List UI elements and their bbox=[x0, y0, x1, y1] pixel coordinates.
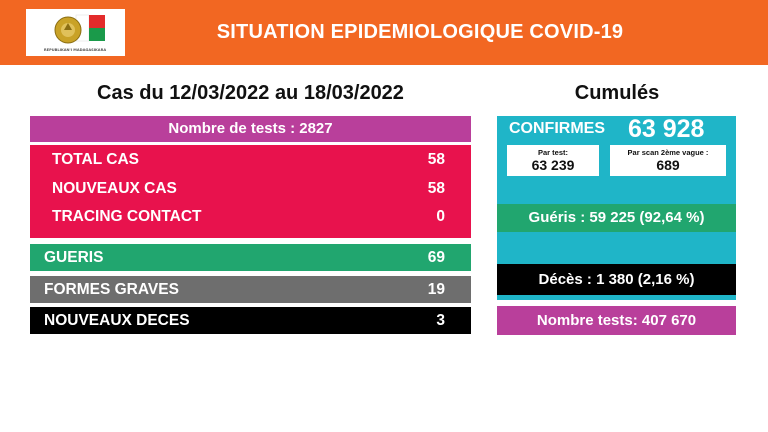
confirmes-label: CONFIRMES bbox=[509, 120, 605, 137]
cumul-gueris-bar: Guéris : 59 225 (92,64 %) bbox=[497, 204, 736, 232]
formes-graves-bar: FORMES GRAVES 19 bbox=[30, 276, 471, 303]
nouveaux-cas-value: 58 bbox=[427, 180, 445, 197]
row-total-cas: TOTAL CAS 58 bbox=[30, 147, 471, 173]
par-scan-box: Par scan 2ème vague : 689 bbox=[610, 145, 726, 176]
par-test-box: Par test: 63 239 bbox=[507, 145, 599, 176]
total-cas-label: TOTAL CAS bbox=[52, 151, 139, 168]
period-title: Cas du 12/03/2022 au 18/03/2022 bbox=[97, 82, 404, 104]
par-test-label: Par test: bbox=[537, 148, 568, 157]
madagascar-emblem-logo-icon: REPUBLIKAN'I MADAGASIKARA bbox=[44, 14, 107, 52]
gueris-value: 69 bbox=[427, 249, 445, 266]
gueris-bar: GUERIS 69 bbox=[30, 244, 471, 271]
nouveaux-cas-label: NOUVEAUX CAS bbox=[52, 180, 177, 197]
par-scan-value: 689 bbox=[656, 157, 680, 173]
par-scan-label: Par scan 2ème vague : bbox=[627, 148, 709, 157]
page-title: SITUATION EPIDEMIOLOGIQUE COVID-19 bbox=[216, 21, 624, 43]
nouveaux-deces-value: 3 bbox=[436, 312, 445, 329]
tracing-contact-label: TRACING CONTACT bbox=[52, 208, 202, 225]
weekly-tests-bar: Nombre de tests : 2827 bbox=[30, 116, 471, 142]
logo: REPUBLIKAN'I MADAGASIKARA bbox=[26, 9, 125, 56]
total-cas-value: 58 bbox=[427, 151, 445, 168]
header-banner: REPUBLIKAN'I MADAGASIKARA SITUATION EPID… bbox=[0, 0, 768, 65]
nouveaux-deces-label: NOUVEAUX DECES bbox=[44, 312, 190, 329]
cumul-tests-bar: Nombre tests: 407 670 bbox=[497, 306, 736, 335]
nouveaux-deces-bar: NOUVEAUX DECES 3 bbox=[30, 307, 471, 334]
confirmes-value: 63 928 bbox=[628, 115, 705, 143]
cases-block: TOTAL CAS 58 NOUVEAUX CAS 58 TRACING CON… bbox=[30, 145, 471, 238]
par-test-value: 63 239 bbox=[531, 157, 575, 173]
gueris-label: GUERIS bbox=[44, 249, 104, 266]
row-tracing-contact: TRACING CONTACT 0 bbox=[30, 204, 471, 230]
logo-text: REPUBLIKAN'I MADAGASIKARA bbox=[44, 48, 107, 52]
formes-graves-value: 19 bbox=[427, 281, 445, 298]
cumul-deces-bar: Décès : 1 380 (2,16 %) bbox=[497, 264, 736, 295]
row-nouveaux-cas: NOUVEAUX CAS 58 bbox=[30, 176, 471, 202]
cumul-title: Cumulés bbox=[574, 82, 660, 104]
formes-graves-label: FORMES GRAVES bbox=[44, 281, 179, 298]
tracing-contact-value: 0 bbox=[436, 208, 445, 225]
